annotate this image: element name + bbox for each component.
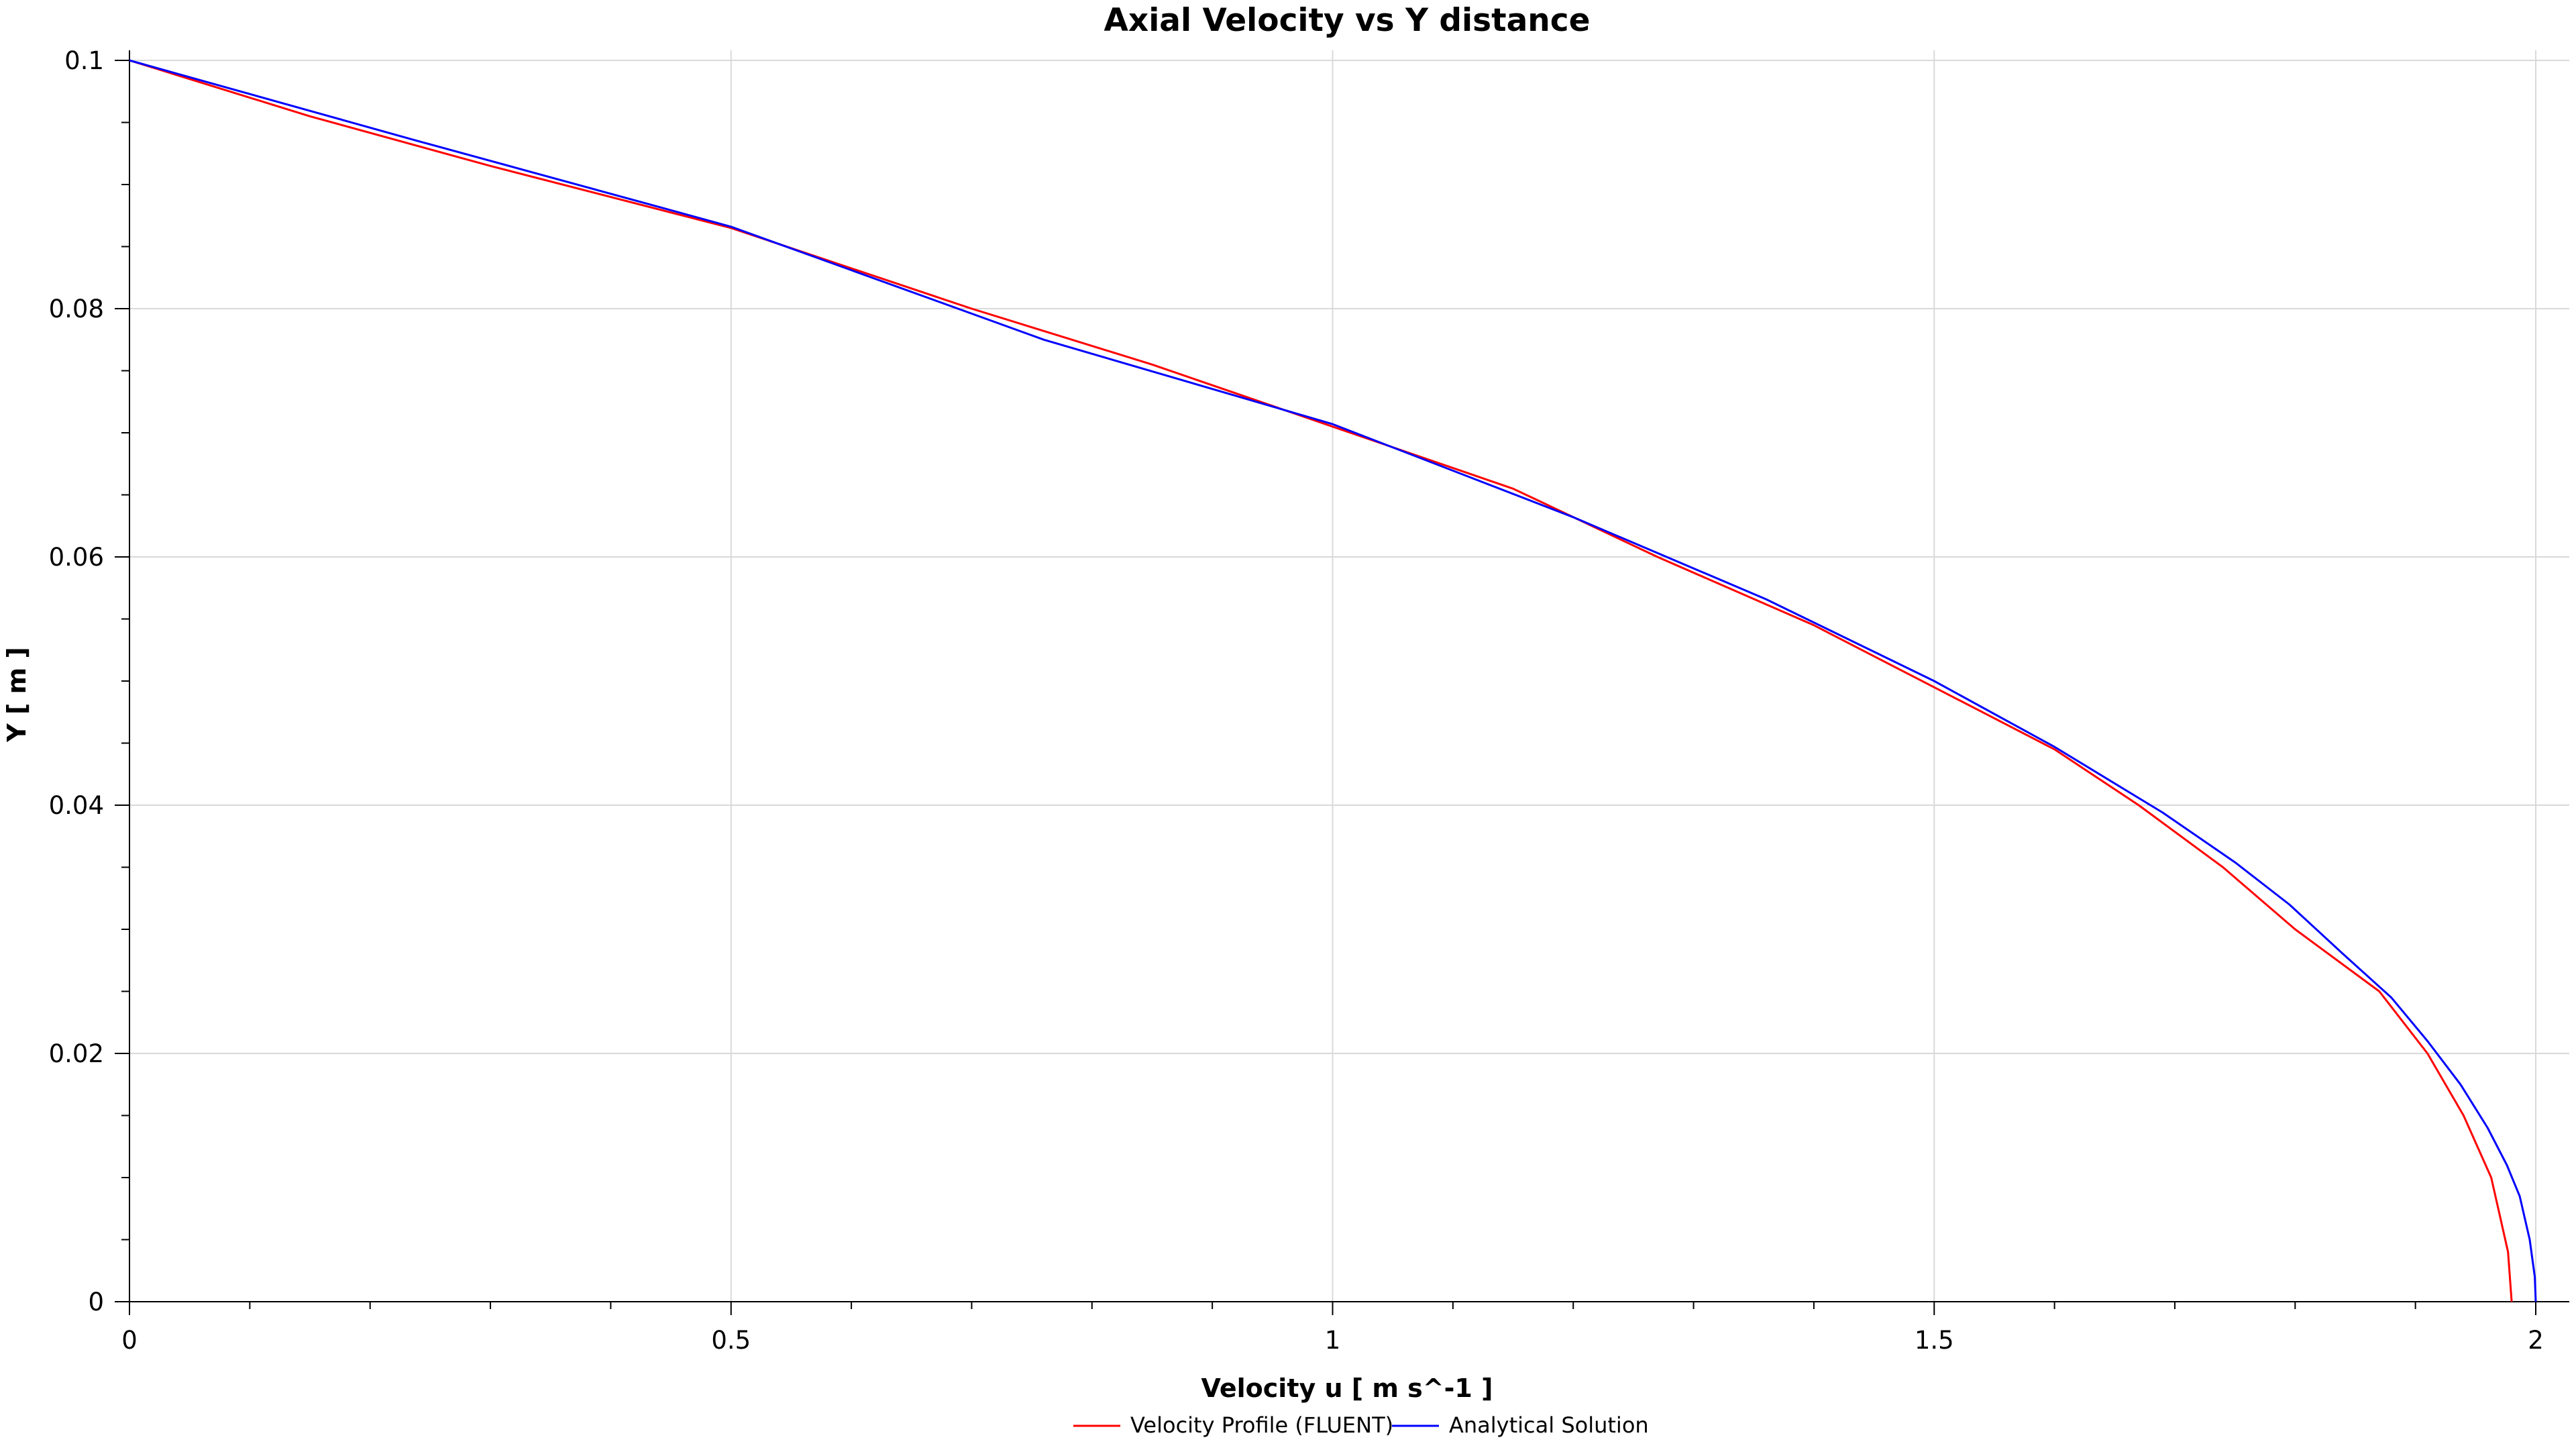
legend-label: Velocity Profile (FLUENT) [1130,1412,1393,1438]
y-axis-title: Y [ m ] [2,647,32,743]
y-tick-label: 0.06 [49,543,104,572]
x-tick-label: 2 [2528,1326,2544,1355]
y-tick-label: 0.02 [49,1039,104,1068]
series-line-analytical-solution [129,59,2537,1302]
y-tick-label: 0 [88,1288,104,1316]
series-line-velocity-profile-fluent [129,59,2513,1302]
chart-title: Axial Velocity vs Y distance [1104,2,1591,39]
x-tick-label: 1.5 [1915,1326,1954,1355]
y-tick-label: 0.08 [49,295,104,323]
y-tick-label: 0.04 [49,791,104,820]
x-tick-label: 0 [121,1326,138,1355]
legend: Velocity Profile (FLUENT) Analytical Solu… [1073,1412,1649,1438]
series-lines [129,59,2537,1302]
axes [115,50,2569,1315]
tick-labels: 0 0.5 1 1.5 2 0 0.02 0.04 0.06 0.08 0.1 [49,46,2544,1355]
x-tick-label: 0.5 [711,1326,751,1355]
y-tick-label: 0.1 [64,46,104,75]
legend-label: Analytical Solution [1449,1412,1649,1438]
x-tick-label: 1 [1325,1326,1341,1355]
grid [129,50,2569,1302]
x-axis-title: Velocity u [ m s^-1 ] [1201,1373,1493,1403]
